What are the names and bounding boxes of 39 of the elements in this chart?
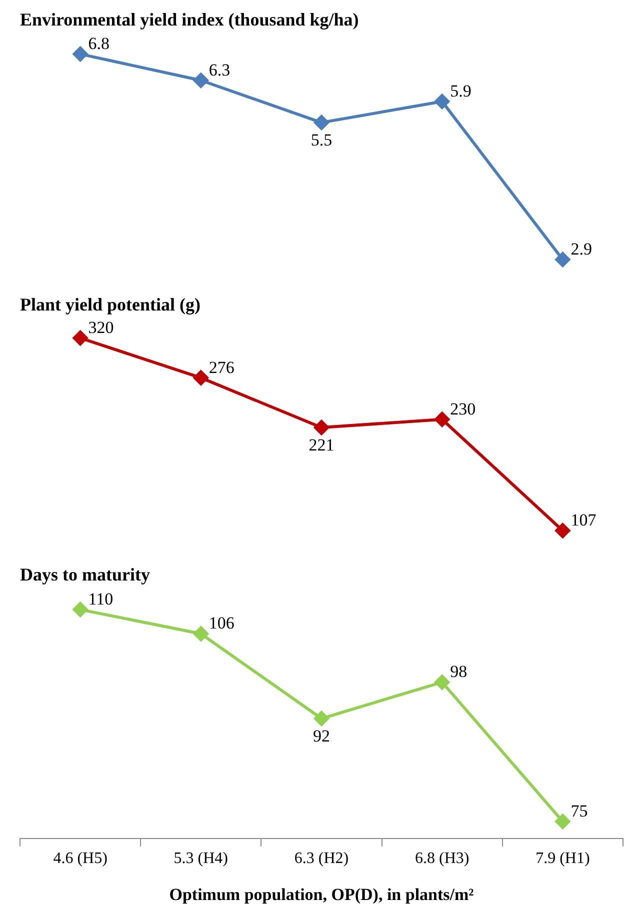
point — [434, 94, 450, 109]
data-label: 5.5 — [310, 130, 332, 150]
data-label: 5.9 — [450, 81, 472, 100]
point — [193, 370, 208, 386]
point — [555, 252, 570, 268]
x-tick-label: 7.9 (H1) — [536, 850, 590, 868]
data-label: 2.9 — [570, 240, 592, 259]
x-tick-label: 6.8 (H3) — [414, 850, 470, 868]
data-label: 98 — [450, 662, 468, 682]
point — [434, 674, 450, 690]
x-tick-label: 5.3 (H4) — [174, 850, 228, 868]
data-label: 106 — [208, 614, 234, 633]
point — [434, 412, 450, 427]
data-label: 6.3 — [208, 60, 230, 80]
point — [555, 523, 570, 538]
point — [314, 115, 329, 130]
data-label: 92 — [313, 726, 330, 746]
x-tick-label: 4.6 (H5) — [53, 850, 108, 868]
data-label: 6.8 — [88, 34, 110, 54]
point — [193, 72, 208, 88]
chart-title: Environmental yield index (thousand kg/ha) — [20, 9, 359, 30]
point — [72, 330, 88, 346]
chart-title: Plant yield potential (g) — [20, 294, 200, 314]
point — [72, 46, 88, 62]
data-label: 276 — [208, 358, 234, 377]
point — [72, 602, 88, 618]
chart-title: Days to maturity — [20, 564, 150, 584]
point — [193, 626, 208, 642]
data-label: 320 — [88, 318, 114, 337]
data-label: 230 — [450, 399, 476, 418]
data-label: 221 — [308, 435, 334, 454]
x-tick-label: 6.3 (H2) — [294, 850, 349, 868]
x-axis-title: Optimum population, OP(D), in plants/m² — [169, 885, 474, 904]
data-label: 107 — [570, 510, 597, 530]
data-label: 110 — [88, 590, 114, 609]
point — [314, 711, 329, 726]
data-label: 75 — [570, 801, 588, 820]
point — [314, 420, 329, 436]
point — [555, 814, 570, 829]
